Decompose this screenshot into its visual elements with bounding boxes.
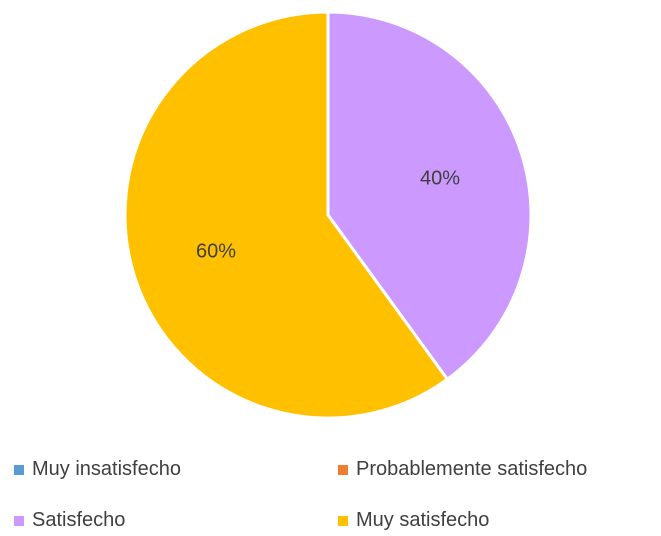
data-label-muy-satisfecho: 60% (196, 240, 236, 262)
pie-data-labels: 40% 60% (196, 168, 460, 263)
pie-slice-muy-satisfecho (123, 10, 449, 420)
data-label-satisfecho: 40% (420, 168, 460, 190)
pie-slices (123, 10, 533, 420)
pie-slice-satisfecho (326, 10, 533, 381)
